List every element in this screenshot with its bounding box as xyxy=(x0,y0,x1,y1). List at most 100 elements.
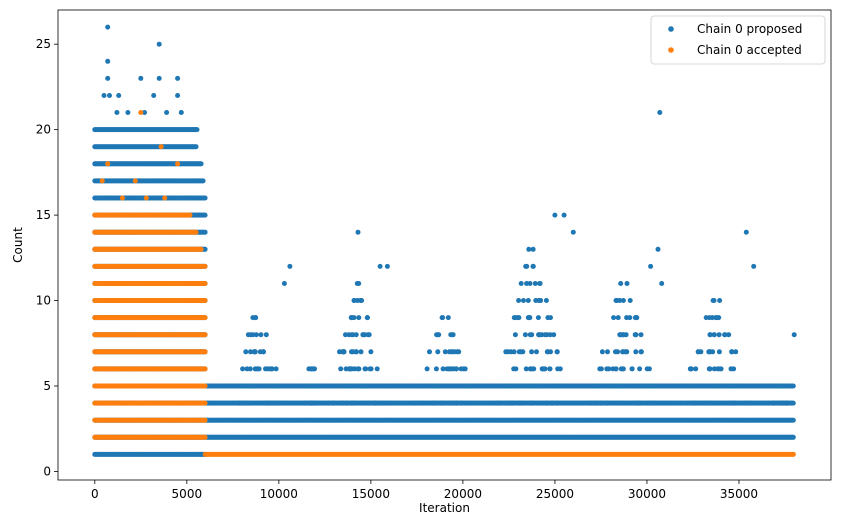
data-point xyxy=(459,400,464,406)
data-point xyxy=(728,383,734,389)
data-point xyxy=(339,400,345,406)
data-point xyxy=(698,400,704,406)
data-point xyxy=(353,332,359,338)
data-point xyxy=(627,298,633,303)
data-point xyxy=(638,349,644,355)
data-point xyxy=(508,349,514,355)
data-point xyxy=(456,349,462,355)
data-point xyxy=(649,383,655,389)
data-point xyxy=(305,383,311,389)
data-point xyxy=(790,400,796,406)
data-point xyxy=(498,383,504,389)
data-point xyxy=(516,400,522,406)
data-point xyxy=(622,383,628,389)
data-point xyxy=(354,298,360,303)
data-point xyxy=(263,366,268,372)
data-point xyxy=(613,298,619,303)
data-point xyxy=(311,366,317,372)
data-point xyxy=(435,349,441,355)
data-point xyxy=(553,400,559,406)
data-point xyxy=(503,349,509,355)
data-point xyxy=(253,315,259,321)
data-point xyxy=(524,383,530,389)
data-point xyxy=(698,383,704,389)
data-point xyxy=(744,400,750,406)
data-point xyxy=(544,349,550,355)
data-point xyxy=(523,263,529,269)
data-point xyxy=(638,332,644,338)
data-point xyxy=(318,400,323,406)
data-point xyxy=(249,383,255,389)
data-point xyxy=(202,229,208,235)
data-point xyxy=(445,315,451,321)
data-point xyxy=(243,349,249,355)
data-point xyxy=(449,349,455,355)
data-point xyxy=(343,332,348,338)
data-point xyxy=(711,400,717,406)
data-point xyxy=(444,366,450,372)
data-point xyxy=(632,400,638,406)
data-point xyxy=(727,400,733,406)
data-point xyxy=(537,332,542,338)
data-point xyxy=(522,332,528,338)
data-point xyxy=(609,383,615,389)
data-point xyxy=(247,366,253,372)
data-point xyxy=(544,400,550,406)
data-point xyxy=(646,366,652,372)
data-point xyxy=(530,246,536,252)
data-point xyxy=(511,366,517,372)
data-point xyxy=(259,400,265,406)
data-point xyxy=(435,383,441,389)
data-point xyxy=(350,400,356,406)
data-point xyxy=(527,332,533,338)
data-point xyxy=(637,366,643,372)
data-point xyxy=(527,315,533,321)
data-point xyxy=(547,332,553,338)
data-point xyxy=(537,281,543,286)
data-point xyxy=(258,332,264,338)
data-point xyxy=(469,400,475,406)
data-point xyxy=(442,349,448,355)
data-point xyxy=(740,383,746,389)
data-point xyxy=(652,400,658,406)
data-point xyxy=(538,400,544,406)
data-point xyxy=(705,400,711,406)
data-point xyxy=(512,332,518,338)
data-point xyxy=(693,366,699,372)
data-point xyxy=(368,349,374,355)
data-point xyxy=(433,366,439,372)
data-point xyxy=(605,400,611,406)
data-point xyxy=(252,349,258,355)
data-point xyxy=(448,383,453,389)
data-point xyxy=(562,383,568,389)
data-point xyxy=(494,400,500,406)
data-point xyxy=(503,383,509,389)
data-point xyxy=(193,144,199,150)
data-point xyxy=(634,315,640,321)
data-point xyxy=(365,332,371,338)
data-point xyxy=(431,383,437,389)
data-point xyxy=(633,349,639,355)
data-point xyxy=(615,315,621,321)
data-point xyxy=(624,281,630,286)
data-point xyxy=(329,383,335,389)
data-point xyxy=(518,281,524,286)
data-point xyxy=(240,366,246,372)
data-point xyxy=(375,383,381,389)
data-point xyxy=(202,212,208,218)
data-point xyxy=(200,178,206,184)
data-point xyxy=(623,332,629,338)
data-point xyxy=(599,400,605,406)
data-point xyxy=(536,298,542,303)
data-point xyxy=(367,366,373,372)
data-point xyxy=(790,417,796,423)
data-point xyxy=(331,400,336,406)
data-point xyxy=(453,366,459,372)
data-point xyxy=(448,332,454,338)
data-point xyxy=(547,366,553,372)
data-point xyxy=(525,298,531,303)
data-point xyxy=(356,315,362,321)
data-point xyxy=(268,366,274,372)
data-point xyxy=(437,400,443,406)
